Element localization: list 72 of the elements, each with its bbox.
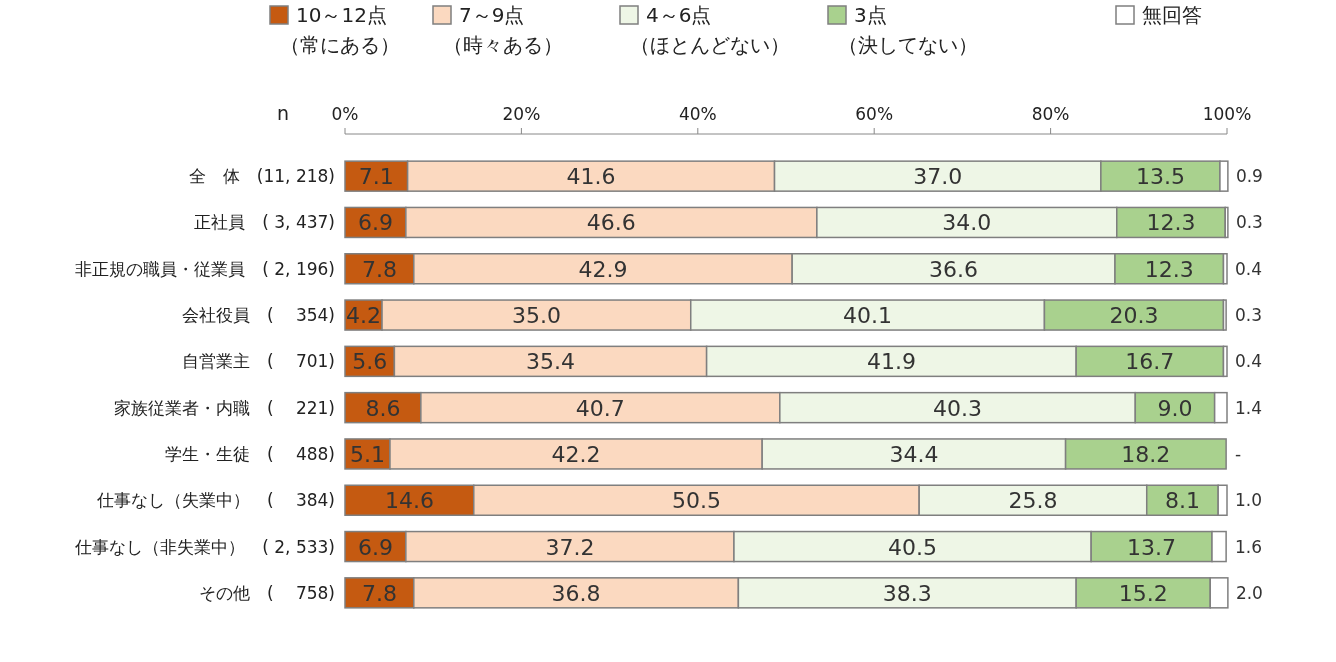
data-label: 7.8 — [361, 580, 397, 606]
y-tick-label: 全 体 (11, 218) — [188, 166, 335, 187]
data-label: 37.2 — [545, 534, 595, 560]
data-label: 7.8 — [361, 256, 397, 282]
data-label: 13.5 — [1135, 164, 1185, 190]
data-label: 8.6 — [365, 395, 401, 421]
data-label: 4.2 — [346, 303, 382, 329]
data-label: 34.0 — [942, 210, 992, 236]
data-label: 7.1 — [358, 164, 394, 190]
data-label: 40.7 — [575, 395, 625, 421]
data-label: 0.3 — [1235, 305, 1263, 326]
data-label: 14.6 — [384, 488, 434, 514]
data-label: 42.2 — [551, 441, 601, 467]
data-label: 35.0 — [511, 303, 561, 329]
y-tick-label: 家族従業者・内職 ( 221) — [113, 397, 335, 418]
text: n — [276, 102, 290, 124]
legend-label: 無回答 — [1142, 3, 1202, 27]
data-label: 50.5 — [671, 488, 721, 514]
data-label: 0.4 — [1235, 258, 1263, 279]
data-label: 1.4 — [1235, 397, 1263, 418]
data-label: 0.3 — [1235, 212, 1263, 233]
data-label: 41.9 — [866, 349, 916, 375]
data-label: - — [1235, 443, 1242, 464]
y-tick-label: その他 ( 758) — [198, 582, 335, 603]
data-label: 40.1 — [843, 303, 893, 329]
data-label: 46.6 — [586, 210, 636, 236]
data-label: 16.7 — [1125, 349, 1175, 375]
data-label: 20.3 — [1109, 303, 1159, 329]
data-label: 12.3 — [1146, 210, 1196, 236]
data-label: 38.3 — [882, 580, 932, 606]
y-tick-label: 会社役員 ( 354) — [181, 305, 335, 326]
data-label: 18.2 — [1121, 441, 1171, 467]
data-label: 15.2 — [1118, 580, 1168, 606]
data-label: 42.9 — [578, 256, 628, 282]
data-label: 40.3 — [933, 395, 983, 421]
y-tick-label: 学生・生徒 ( 488) — [164, 443, 335, 464]
legend-label: 7～9点（時々ある） — [443, 3, 563, 57]
data-label: 5.6 — [352, 349, 388, 375]
data-label: 6.9 — [357, 210, 393, 236]
x-tick-label: 80% — [1031, 104, 1070, 124]
x-tick-label: 60% — [855, 104, 894, 124]
data-label: 35.4 — [526, 349, 575, 375]
data-label: 41.6 — [566, 164, 616, 190]
legend-label: 10～12点（常にある） — [280, 3, 400, 57]
data-label: 12.3 — [1144, 256, 1194, 282]
data-label: 25.8 — [1008, 488, 1058, 514]
y-tick-label: 仕事なし（失業中） ( 384) — [95, 490, 335, 511]
y-tick-label: 自営業主 ( 701) — [181, 351, 335, 372]
y-tick-label: 正社員 ( 3, 437) — [194, 212, 335, 233]
legend-label: 3点（決してない） — [838, 3, 978, 57]
data-label: 1.6 — [1235, 536, 1263, 557]
data-label: 5.1 — [349, 441, 385, 467]
data-label: 40.5 — [888, 534, 938, 560]
data-label: 9.0 — [1157, 395, 1193, 421]
x-tick-label: 0% — [331, 104, 359, 124]
data-label: 6.9 — [357, 534, 393, 560]
y-tick-label: 非正規の職員・従業員 ( 2, 196) — [75, 258, 335, 279]
legend-label: 4～6点（ほとんどない） — [630, 3, 790, 57]
data-label: 34.4 — [889, 441, 939, 467]
data-label: 36.6 — [929, 256, 979, 282]
data-label: 0.4 — [1235, 351, 1263, 372]
data-label: 8.1 — [1164, 488, 1200, 514]
data-label: 1.0 — [1235, 490, 1263, 511]
data-label: 0.9 — [1235, 166, 1263, 187]
x-tick-label: 100% — [1202, 104, 1252, 124]
data-label: 36.8 — [551, 580, 601, 606]
data-label: 2.0 — [1235, 582, 1263, 603]
x-tick-label: 40% — [678, 104, 717, 124]
y-tick-label: 仕事なし（非失業中） ( 2, 533) — [74, 536, 335, 557]
data-label: 37.0 — [913, 164, 963, 190]
x-tick-label: 20% — [502, 104, 541, 124]
data-label: 13.7 — [1127, 534, 1177, 560]
